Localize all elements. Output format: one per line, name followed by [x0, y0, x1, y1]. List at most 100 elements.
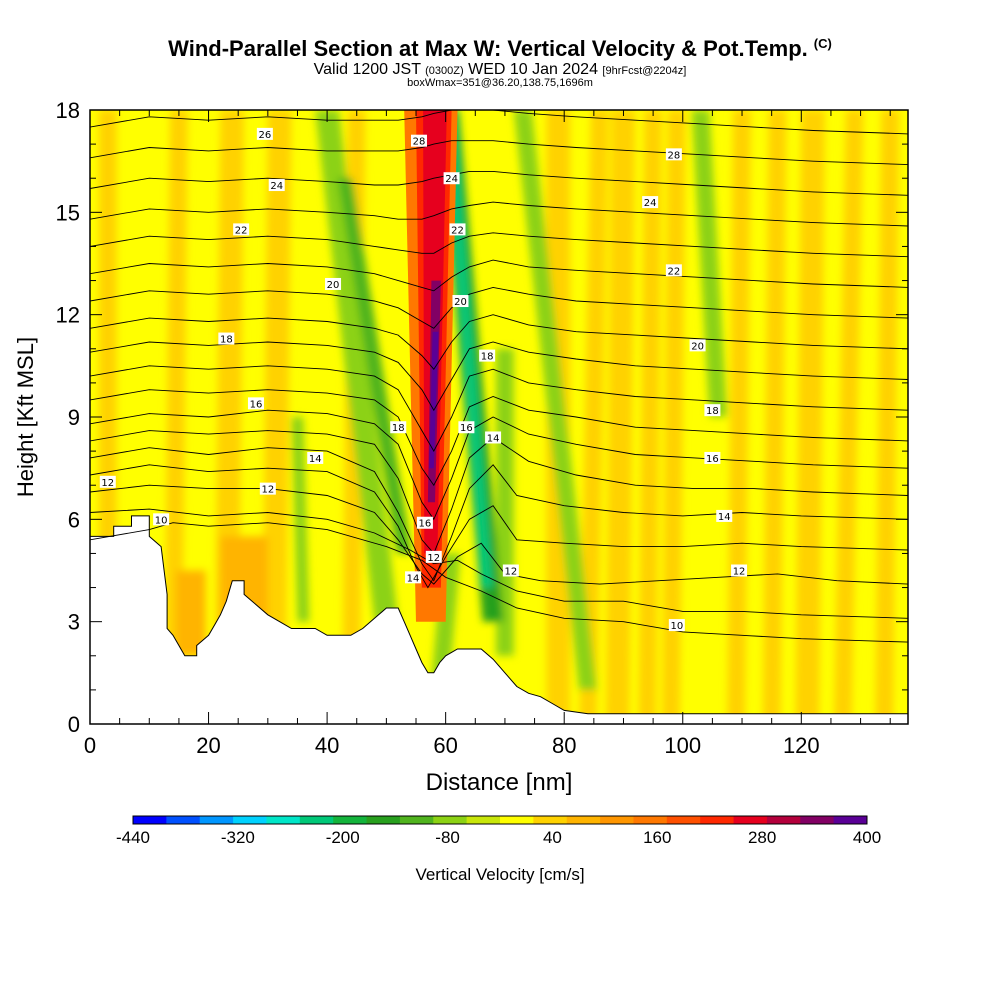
contour-label-bg: [425, 550, 442, 563]
colorbar-swatch: [199, 816, 234, 824]
contour-label: 18: [706, 406, 719, 417]
downdraft-b: [291, 417, 310, 622]
contour-label: 12: [427, 553, 440, 564]
valid-date: WED 10 Jan 2024: [468, 61, 598, 78]
colorbar-swatch: [299, 816, 334, 824]
colorbar-swatch: [399, 816, 434, 824]
contour-label-bg: [502, 564, 519, 577]
valid-utc: (0300Z): [425, 65, 464, 77]
contour-label-bg: [452, 295, 469, 308]
colorbar-swatch: [666, 816, 701, 824]
colorbar-tick-label: -320: [221, 828, 255, 847]
contour-label: 10: [155, 515, 168, 526]
contour-label-bg: [665, 264, 682, 277]
theta-contour: [90, 286, 908, 329]
contour-label: 12: [261, 485, 274, 496]
weak-updraft-7: [605, 110, 636, 724]
chart-title: Wind-Parallel Section at Max W: Vertical…: [0, 36, 1000, 62]
contour-label-bg: [307, 451, 324, 464]
forecast-info: [9hrFcst@2204z]: [602, 65, 687, 77]
weak-updraft-8: [638, 110, 662, 724]
contour-label-bg: [443, 172, 460, 185]
x-tick-label: 100: [664, 733, 701, 758]
contour-label: 28: [667, 150, 680, 161]
theta-contour: [90, 201, 908, 227]
contour-label: 20: [327, 280, 340, 291]
colorbar: -440 -320 -200 -80 40 160 280 400 Vertical Veloc…: [116, 815, 881, 884]
contour-label-bg: [731, 564, 748, 577]
y-tick-label: 0: [68, 712, 80, 737]
contour-label: 16: [419, 519, 432, 530]
colorbar-frame: [132, 815, 868, 825]
theta-contour: [90, 341, 908, 412]
contour-label-bg: [218, 332, 235, 345]
contour-label-bg: [325, 277, 342, 290]
weak-updraft-12: [795, 110, 825, 724]
theta-contour: [90, 447, 908, 582]
x-tick-label: 0: [84, 733, 96, 758]
weak-updraft-9: [662, 110, 686, 724]
theta-contour: [90, 430, 908, 555]
contour-label-bg: [256, 127, 273, 140]
theta-contour: [90, 389, 908, 487]
y-tick-label: 6: [68, 507, 80, 532]
colorbar-swatch: [166, 816, 201, 824]
colorbar-swatch: [800, 816, 835, 824]
colorbar-swatch: [433, 816, 468, 824]
contour-label-bg: [704, 404, 721, 417]
contour-label-bg: [665, 148, 682, 161]
contour-label: 22: [667, 266, 680, 277]
x-tick-label: 80: [552, 733, 576, 758]
contour-label: 18: [481, 352, 494, 363]
colorbar-tick-label: 160: [643, 828, 671, 847]
weak-updraft-11: [762, 110, 787, 724]
colorbar-swatch: [333, 816, 368, 824]
colorbar-label: Vertical Velocity [cm/s]: [415, 865, 584, 884]
chart-title-text: Wind-Parallel Section at Max W: Vertical…: [168, 36, 808, 61]
contour-label-bg: [268, 179, 285, 192]
x-axis-label: Distance [nm]: [426, 769, 573, 796]
theta-contour: [90, 314, 908, 370]
downdraft-a-core: [337, 178, 412, 554]
colorbar-swatch: [833, 816, 868, 824]
y-tick-label: 9: [68, 405, 80, 430]
contour-label: 14: [718, 512, 731, 523]
terrain-mask: [90, 515, 908, 724]
contour-label-bg: [99, 475, 116, 488]
theta-contour: [90, 365, 908, 453]
contour-label: 28: [413, 137, 426, 148]
contour-label-bg: [479, 349, 496, 362]
colorbar-swatch: [133, 816, 167, 824]
copyright-mark: (C): [813, 36, 832, 51]
contour-label-bg: [458, 421, 475, 434]
weak-updraft-6: [579, 110, 609, 724]
contour-label: 18: [392, 423, 405, 434]
contour-labels: 26 24 22 20 18 16 14 12 12 10 28 24 22 20 18 16 14 18 16 12…: [99, 127, 748, 632]
downdraft-a: [315, 110, 399, 622]
contour-label: 14: [407, 573, 420, 584]
colorbar-tick-label: -80: [435, 828, 460, 847]
theta-contour: [90, 522, 908, 643]
colorbar-tick-label: 40: [543, 828, 562, 847]
axes: 0 20 40 60 80 100 120 0 3 6 9 12 15 18 Distance [nm] He…: [13, 98, 909, 796]
contour-label-bg: [410, 134, 427, 147]
contour-label-bg: [153, 513, 170, 526]
theta-contour: [90, 140, 908, 166]
x-tick-label: 120: [783, 733, 820, 758]
contour-label-bg: [449, 223, 466, 236]
colorbar-swatch: [533, 816, 568, 824]
colorbar-swatch: [466, 816, 501, 824]
x-tick-label: 20: [196, 733, 220, 758]
y-axis-label: Height [Kft MSL]: [13, 337, 38, 497]
theta-contour: [90, 232, 908, 258]
valid-time: Valid 1200 JST: [313, 61, 421, 78]
colorbar-swatch: [700, 816, 735, 824]
field-shading: [98, 110, 900, 724]
contour-label: 12: [504, 567, 517, 578]
contour-label-bg: [416, 516, 433, 529]
contour-label: 26: [258, 130, 271, 141]
contour-label-bg: [233, 223, 250, 236]
contour-label: 18: [220, 335, 233, 346]
valid-time-line: Valid 1200 JST (0300Z) WED 10 Jan 2024 […: [0, 61, 1000, 79]
